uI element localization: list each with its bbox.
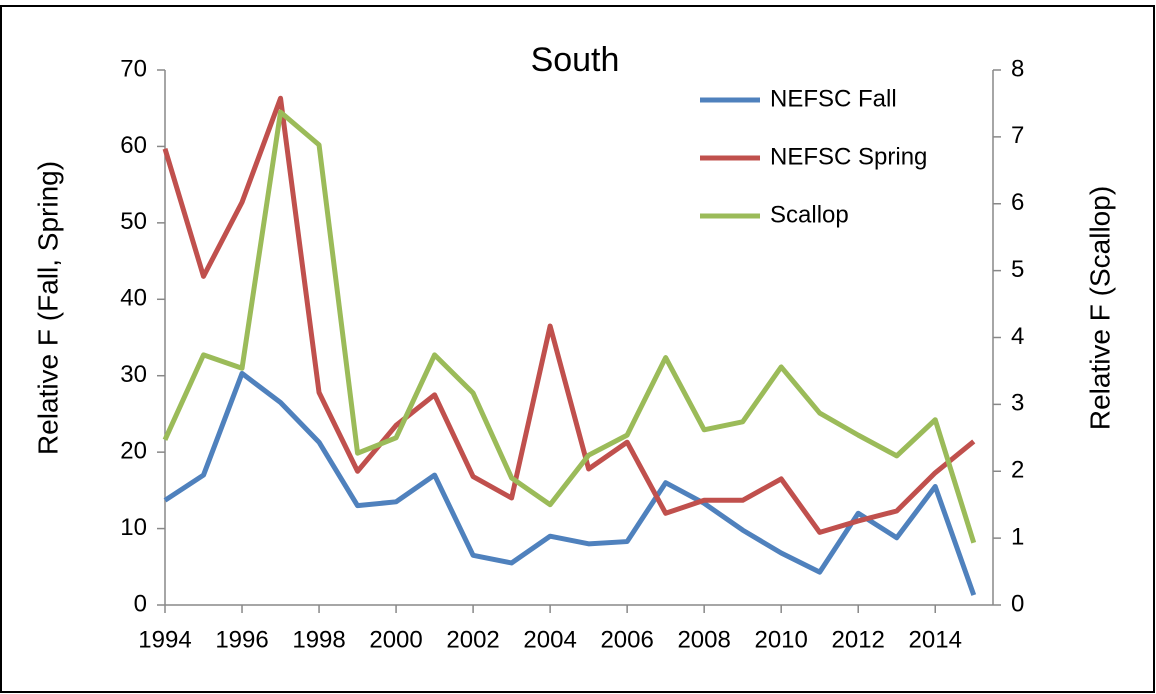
legend-label: NEFSC Fall xyxy=(770,85,897,112)
y-tick-label: 60 xyxy=(120,132,147,159)
y2-tick-label: 1 xyxy=(1011,523,1024,550)
y-tick-label: 70 xyxy=(120,55,147,82)
series-line xyxy=(162,109,977,544)
y2-tick-label: 3 xyxy=(1011,390,1024,417)
series-line xyxy=(163,370,977,596)
x-tick-label: 2010 xyxy=(754,626,807,653)
y-tick-label: 0 xyxy=(134,590,147,617)
y-tick-label: 40 xyxy=(120,285,147,312)
x-tick-label: 2006 xyxy=(600,626,653,653)
y2-tick-label: 5 xyxy=(1011,256,1024,283)
x-tick-label: 1996 xyxy=(215,626,268,653)
y-tick-label: 20 xyxy=(120,437,147,464)
x-tick-label: 2004 xyxy=(523,626,576,653)
y-tick-label: 30 xyxy=(120,361,147,388)
y2-tick-label: 0 xyxy=(1011,590,1024,617)
series-line xyxy=(162,95,976,535)
x-tick-label: 2014 xyxy=(909,626,962,653)
y2-tick-label: 6 xyxy=(1011,189,1024,216)
y2-axis-label: Relative F (Scallop) xyxy=(1084,186,1115,430)
y2-tick-label: 4 xyxy=(1011,323,1024,350)
frame xyxy=(0,5,1155,693)
x-tick-label: 1994 xyxy=(138,626,191,653)
x-tick-label: 2000 xyxy=(369,626,422,653)
x-tick-label: 2012 xyxy=(832,626,885,653)
y2-tick-label: 2 xyxy=(1011,457,1024,484)
y2-tick-label: 7 xyxy=(1011,122,1024,149)
y2-tick-label: 8 xyxy=(1011,55,1024,82)
y-tick-label: 10 xyxy=(120,514,147,541)
y-tick-label: 50 xyxy=(120,208,147,235)
x-tick-label: 1998 xyxy=(292,626,345,653)
legend-label: Scallop xyxy=(770,201,849,228)
y-axis-label: Relative F (Fall, Spring) xyxy=(32,161,63,455)
x-tick-label: 2002 xyxy=(446,626,499,653)
x-tick-label: 2008 xyxy=(677,626,730,653)
legend-label: NEFSC Spring xyxy=(770,143,927,170)
chart-title: South xyxy=(531,41,620,79)
